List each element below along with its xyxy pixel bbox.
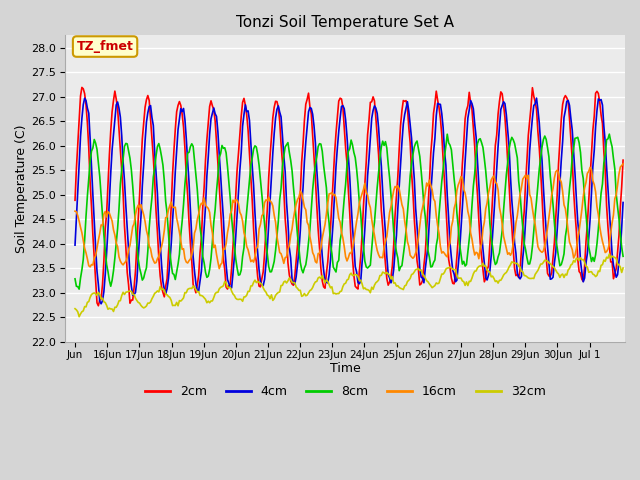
8cm <box>251 143 259 149</box>
4cm <box>620 200 627 205</box>
Line: 4cm: 4cm <box>75 98 623 304</box>
16cm <box>471 252 479 258</box>
16cm <box>251 254 259 260</box>
16cm <box>71 208 79 214</box>
32cm <box>417 267 425 273</box>
2cm <box>620 157 627 163</box>
8cm <box>417 168 425 174</box>
4cm <box>71 242 79 248</box>
4cm <box>289 280 297 286</box>
2cm <box>291 273 299 279</box>
32cm <box>468 275 476 281</box>
4cm <box>251 210 259 216</box>
32cm <box>605 251 613 257</box>
16cm <box>620 161 627 167</box>
Y-axis label: Soil Temperature (C): Soil Temperature (C) <box>15 124 28 253</box>
32cm <box>71 306 79 312</box>
Line: 32cm: 32cm <box>75 254 623 317</box>
16cm <box>216 266 223 272</box>
8cm <box>471 170 479 176</box>
X-axis label: Time: Time <box>330 362 360 375</box>
4cm <box>417 274 425 280</box>
8cm <box>289 184 297 190</box>
2cm <box>472 172 480 178</box>
2cm <box>78 84 86 90</box>
Title: Tonzi Soil Temperature Set A: Tonzi Soil Temperature Set A <box>236 15 454 30</box>
Line: 2cm: 2cm <box>75 87 623 306</box>
32cm <box>620 265 627 271</box>
Legend: 2cm, 4cm, 8cm, 16cm, 32cm: 2cm, 4cm, 8cm, 16cm, 32cm <box>140 380 550 403</box>
8cm <box>71 276 79 282</box>
16cm <box>289 216 297 221</box>
16cm <box>137 202 145 208</box>
4cm <box>532 95 540 101</box>
Line: 16cm: 16cm <box>75 164 623 269</box>
32cm <box>289 280 297 286</box>
Line: 8cm: 8cm <box>75 134 623 289</box>
4cm <box>97 301 105 307</box>
16cm <box>417 211 425 217</box>
2cm <box>419 277 426 283</box>
8cm <box>138 277 146 283</box>
32cm <box>251 277 259 283</box>
2cm <box>71 197 79 203</box>
Text: TZ_fmet: TZ_fmet <box>77 40 134 53</box>
32cm <box>471 268 479 274</box>
16cm <box>468 236 476 242</box>
2cm <box>140 120 148 125</box>
4cm <box>471 121 479 127</box>
2cm <box>253 259 260 264</box>
8cm <box>605 131 613 137</box>
2cm <box>95 303 102 309</box>
32cm <box>76 314 83 320</box>
4cm <box>468 101 476 107</box>
8cm <box>76 286 83 292</box>
8cm <box>468 203 476 208</box>
2cm <box>470 125 477 131</box>
4cm <box>138 183 146 189</box>
32cm <box>138 304 146 310</box>
8cm <box>620 253 627 259</box>
